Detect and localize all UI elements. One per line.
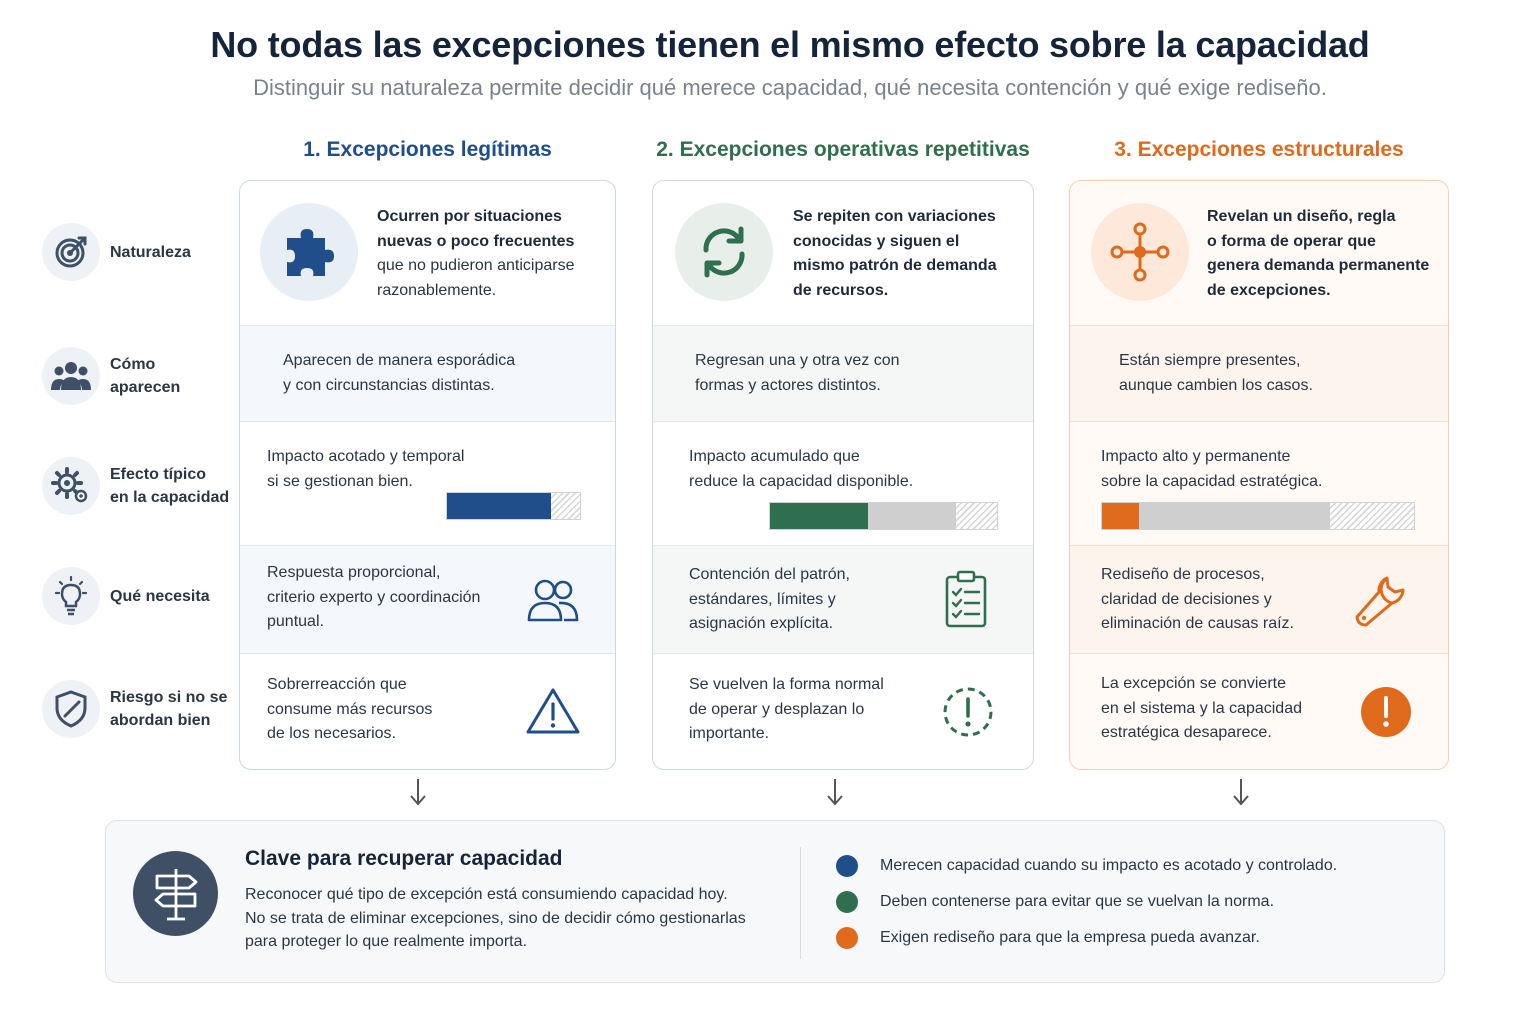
- cell-appear: Regresan una y otra vez con formas y act…: [653, 326, 1033, 422]
- cell-nature: Revelan un diseño, regla o forma de oper…: [1070, 181, 1448, 326]
- row-label-line1: Qué necesita: [110, 587, 210, 605]
- page-title: No todas las excepciones tienen el mismo…: [210, 24, 1370, 65]
- impact-bar-hatch: [550, 493, 580, 519]
- puzzle-icon: [260, 203, 358, 301]
- signpost-icon: [133, 851, 218, 936]
- needs-text: Rediseño de procesos, claridad de decisi…: [1101, 566, 1294, 632]
- nature-text: Se repiten con variaciones conocidas y s…: [793, 208, 997, 299]
- row-label-line2: en la capacidad: [110, 489, 230, 506]
- card-structural: Revelan un diseño, regla o forma de oper…: [1069, 180, 1449, 770]
- needs-text: Respuesta proporcional, criterio experto…: [267, 564, 481, 630]
- card-repetitive: Se repiten con variaciones conocidas y s…: [652, 180, 1034, 770]
- effect-text: Impacto alto y permanente sobre la capac…: [1101, 448, 1323, 490]
- row-label-line1: Riesgo si no se: [110, 689, 228, 706]
- row-label-line1: Efecto típico: [110, 466, 207, 483]
- effect-text: Impacto acotado y temporal si se gestion…: [267, 448, 465, 490]
- arrow-down-icon: [410, 779, 426, 806]
- cell-nature: Ocurren por situaciones nuevas o poco fr…: [240, 181, 615, 326]
- column-title-structural: 3. Excepciones estructurales: [1114, 138, 1404, 161]
- target-icon: [42, 223, 100, 281]
- row-label-nature: Naturaleza: [42, 223, 230, 281]
- dashed-alert-icon: [941, 685, 995, 739]
- nature-text: Ocurren por situaciones nuevas o poco fr…: [377, 208, 575, 299]
- legend-item-orange: Exigen rediseño para que la empresa pued…: [836, 927, 1426, 949]
- legend-dot: [836, 891, 858, 913]
- cell-risk: Sobrerreacción que consume más recursos …: [240, 654, 615, 769]
- impact-bar-grey: [867, 503, 957, 529]
- row-label-line1: Cómo: [110, 356, 156, 373]
- lightbulb-icon: [42, 567, 100, 625]
- warning-triangle-icon: [526, 687, 580, 735]
- impact-bar-hatch: [1329, 503, 1414, 529]
- cell-needs: Respuesta proporcional, criterio experto…: [240, 546, 615, 654]
- column-title-repetitive: 2. Excepciones operativas repetitivas: [656, 138, 1030, 161]
- people-icon: [42, 347, 100, 405]
- impact-bar-hatch: [956, 503, 997, 529]
- network-nodes-icon: [1091, 203, 1189, 301]
- divider: [800, 847, 801, 959]
- page-subtitle: Distinguir su naturaleza permite decidir…: [253, 75, 1327, 100]
- clipboard-checklist-icon: [944, 570, 988, 628]
- appear-text: Aparecen de manera esporádica y con circ…: [283, 352, 516, 394]
- impact-bar: [1101, 502, 1415, 530]
- card-legitimate: Ocurren por situaciones nuevas o poco fr…: [239, 180, 616, 770]
- legend-item-green: Deben contenerse para evitar que se vuel…: [836, 891, 1426, 913]
- impact-bar-fill: [770, 503, 868, 529]
- nature-text: Revelan un diseño, regla o forma de oper…: [1207, 208, 1430, 299]
- arrow-down-icon: [1233, 779, 1249, 806]
- cell-effect: Impacto acotado y temporal si se gestion…: [240, 422, 615, 546]
- wrench-icon: [1354, 573, 1408, 627]
- cell-risk: La excepción se convierte en el sistema …: [1070, 654, 1448, 769]
- risk-text: Sobrerreacción que consume más recursos …: [267, 676, 433, 742]
- cell-appear: Están siempre presentes, aunque cambien …: [1070, 326, 1448, 422]
- row-label-line2: aparecen: [110, 379, 181, 396]
- cell-risk: Se vuelven la forma normal de operar y d…: [653, 654, 1033, 769]
- risk-text: Se vuelven la forma normal de operar y d…: [689, 676, 884, 742]
- refresh-icon: [675, 203, 773, 301]
- impact-bar-fill: [447, 493, 551, 519]
- impact-bar: [446, 492, 581, 520]
- cell-nature: Se repiten con variaciones conocidas y s…: [653, 181, 1033, 326]
- legend-dot: [836, 927, 858, 949]
- cell-needs: Contención del patrón, estándares, límit…: [653, 546, 1033, 654]
- people-outline-icon: [526, 578, 580, 624]
- row-label-appear: Cómo aparecen: [42, 347, 230, 405]
- cell-appear: Aparecen de manera esporádica y con circ…: [240, 326, 615, 422]
- needs-text: Contención del patrón, estándares, límit…: [689, 566, 850, 632]
- effect-text: Impacto acumulado que reduce la capacida…: [689, 448, 914, 490]
- alert-circle-icon: [1360, 686, 1412, 738]
- impact-bar: [769, 502, 998, 530]
- legend-dot: [836, 855, 858, 877]
- column-title-legitimate: 1. Excepciones legítimas: [303, 138, 552, 161]
- impact-bar-grey: [1139, 503, 1330, 529]
- row-label-risk: Riesgo si no se abordan bien: [42, 680, 230, 738]
- key-title: Clave para recuperar capacidad: [245, 847, 563, 870]
- cell-effect: Impacto acumulado que reduce la capacida…: [653, 422, 1033, 546]
- gears-icon: [42, 457, 100, 515]
- shield-icon: [42, 680, 100, 738]
- appear-text: Regresan una y otra vez con formas y act…: [695, 352, 900, 394]
- row-label-line1: Naturaleza: [110, 243, 191, 261]
- key-panel: Clave para recuperar capacidad Reconocer…: [105, 820, 1445, 983]
- appear-text: Están siempre presentes, aunque cambien …: [1119, 352, 1313, 394]
- cell-needs: Rediseño de procesos, claridad de decisi…: [1070, 546, 1448, 654]
- key-text: Reconocer qué tipo de excepción está con…: [245, 886, 746, 950]
- risk-text: La excepción se convierte en el sistema …: [1101, 675, 1302, 741]
- row-label-needs: Qué necesita: [42, 567, 230, 625]
- arrow-down-icon: [827, 779, 843, 806]
- impact-bar-fill: [1102, 503, 1140, 529]
- row-label-line2: abordan bien: [110, 712, 211, 729]
- cell-effect: Impacto alto y permanente sobre la capac…: [1070, 422, 1448, 546]
- legend-item-blue: Merecen capacidad cuando su impacto es a…: [836, 855, 1426, 877]
- row-label-effect: Efecto típico en la capacidad: [42, 457, 230, 515]
